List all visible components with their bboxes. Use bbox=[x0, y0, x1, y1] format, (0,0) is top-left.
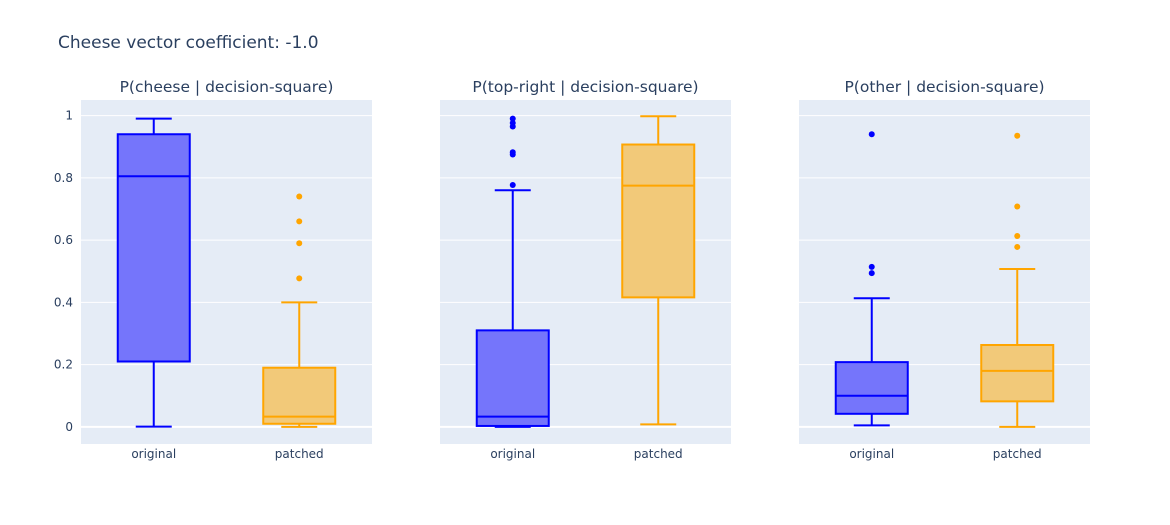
y-tick-label: 1 bbox=[65, 109, 73, 123]
subplot-2: P(top-right | decision-square) original pa… bbox=[440, 78, 731, 461]
box-original bbox=[475, 115, 550, 428]
iqr-box bbox=[980, 344, 1055, 403]
outlier-point bbox=[1014, 243, 1021, 250]
y-tick-label: 0 bbox=[65, 420, 73, 434]
outlier-point bbox=[296, 193, 303, 200]
box-original bbox=[834, 131, 909, 427]
outlier-point bbox=[868, 270, 875, 277]
subplot-title: P(cheese | decision-square) bbox=[120, 78, 334, 96]
iqr-box bbox=[116, 133, 191, 363]
x-tick-label: original bbox=[849, 447, 894, 461]
outlier-point bbox=[296, 218, 303, 225]
y-tick-label: 0.4 bbox=[54, 295, 73, 309]
subplot-title: P(top-right | decision-square) bbox=[472, 78, 698, 96]
iqr-box bbox=[262, 366, 337, 425]
box-patched bbox=[621, 115, 696, 426]
box-patched bbox=[980, 132, 1055, 428]
x-tick-label: patched bbox=[993, 447, 1042, 461]
outlier-point bbox=[509, 115, 516, 122]
outlier-point bbox=[1014, 233, 1021, 240]
outlier-point bbox=[296, 240, 303, 247]
subplot-3: P(other | decision-square) original patche… bbox=[799, 78, 1090, 461]
subplot-title: P(other | decision-square) bbox=[844, 78, 1044, 96]
outlier-point bbox=[296, 275, 303, 282]
x-tick-label: original bbox=[131, 447, 176, 461]
figure-title: Cheese vector coefficient: -1.0 bbox=[58, 33, 319, 53]
outlier-point bbox=[1014, 132, 1021, 139]
box-original bbox=[116, 117, 191, 428]
iqr-box bbox=[475, 329, 550, 427]
x-tick-label: patched bbox=[634, 447, 683, 461]
x-tick-label: original bbox=[490, 447, 535, 461]
y-tick-label: 0.2 bbox=[54, 358, 73, 372]
subplot-1: 0 0.2 0.4 0.6 0.8 1 P(cheese | decision-square… bbox=[54, 78, 372, 461]
outlier-point bbox=[509, 151, 516, 158]
x-tick-label: patched bbox=[275, 447, 324, 461]
outlier-point bbox=[868, 263, 875, 270]
y-tick-label: 0.8 bbox=[54, 171, 73, 185]
outlier-point bbox=[509, 181, 516, 188]
box-patched bbox=[262, 193, 337, 428]
outlier-point bbox=[868, 131, 875, 138]
outlier-point bbox=[509, 123, 516, 130]
y-tick-label: 0.6 bbox=[54, 233, 73, 247]
outlier-point bbox=[1014, 203, 1021, 210]
iqr-box bbox=[834, 361, 909, 415]
iqr-box bbox=[621, 143, 696, 299]
